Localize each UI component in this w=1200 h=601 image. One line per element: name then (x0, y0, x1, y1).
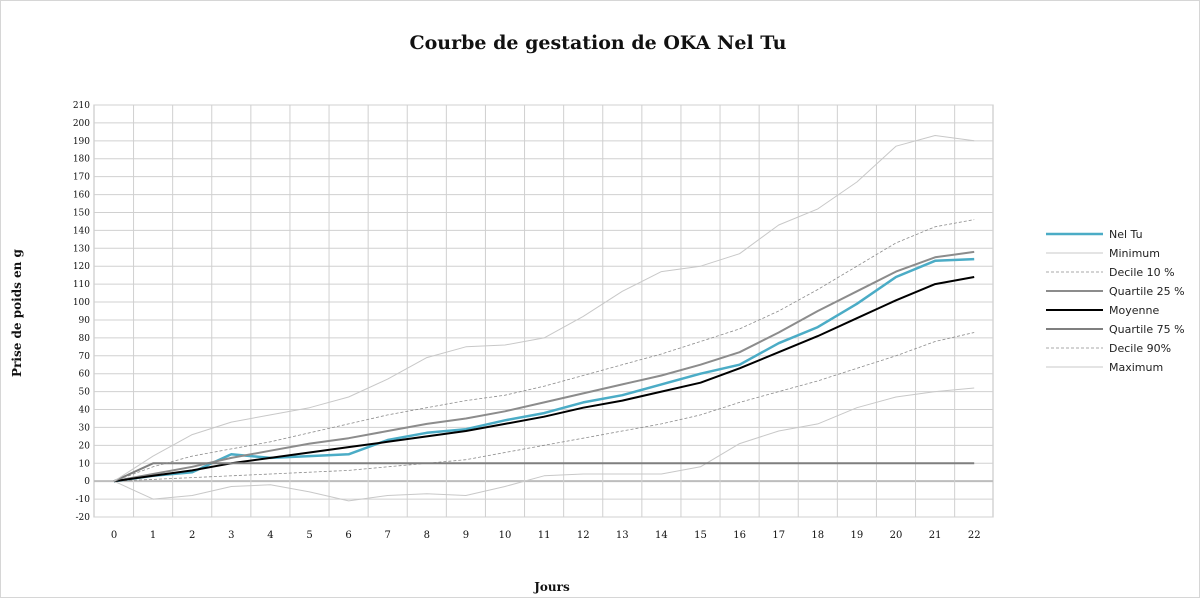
x-tick-label: 3 (228, 530, 234, 541)
y-tick-label: 180 (73, 155, 90, 165)
x-tick-label: 10 (499, 530, 512, 541)
y-tick-label: 190 (73, 137, 90, 147)
y-tick-label: 30 (79, 423, 91, 433)
y-tick-label: 170 (73, 173, 90, 183)
x-tick-label: 4 (267, 530, 273, 541)
legend-label: Moyenne (1109, 304, 1159, 317)
x-tick-label: 19 (851, 530, 864, 541)
y-tick-label: -10 (76, 495, 91, 505)
legend-label: Minimum (1109, 247, 1160, 260)
y-tick-label: 10 (79, 459, 91, 469)
y-tick-label: 160 (73, 191, 90, 201)
legend-label: Maximum (1109, 361, 1163, 374)
y-tick-label: 130 (73, 244, 90, 254)
x-tick-label: 22 (968, 530, 981, 541)
x-tick-label: 15 (694, 530, 707, 541)
y-tick-label: 60 (79, 370, 91, 380)
x-tick-label: 16 (733, 530, 746, 541)
y-tick-label: 120 (73, 262, 90, 272)
y-tick-label: 0 (84, 477, 90, 487)
legend-label: Decile 90% (1109, 342, 1171, 355)
series-line (113, 257, 975, 483)
y-tick-label: 40 (79, 406, 91, 416)
series-line (113, 462, 975, 483)
x-tick-label: 2 (189, 530, 195, 541)
x-tick-label: 5 (306, 530, 312, 541)
x-tick-label: 6 (345, 530, 351, 541)
x-tick-label: 8 (424, 530, 430, 541)
x-tick-label: 7 (385, 530, 391, 541)
x-tick-label: 0 (111, 530, 117, 541)
y-tick-label: 110 (73, 280, 90, 290)
y-tick-label: 70 (79, 352, 91, 362)
x-axis-title: Jours (533, 580, 570, 594)
x-tick-label: 18 (811, 530, 824, 541)
series-line (113, 250, 975, 483)
x-tick-label: 17 (772, 530, 785, 541)
x-tick-label: 9 (463, 530, 469, 541)
y-tick-label: 80 (79, 334, 91, 344)
series-line (113, 387, 975, 502)
y-tick-label: 210 (73, 101, 90, 111)
legend-label: Quartile 25 % (1109, 285, 1185, 298)
x-tick-label: 21 (929, 530, 942, 541)
series-line (113, 135, 975, 482)
series-lines (113, 135, 975, 502)
x-tick-label: 13 (616, 530, 629, 541)
y-tick-label: 50 (79, 388, 91, 398)
x-tick-label: 12 (577, 530, 590, 541)
y-tick-label: 140 (73, 226, 90, 236)
y-axis-title: Prise de poids en g (10, 248, 24, 376)
series-line (113, 332, 975, 482)
legend-label: Decile 10 % (1109, 266, 1175, 279)
x-tick-label: 14 (655, 530, 668, 541)
series-line (113, 276, 975, 483)
chart-title: Courbe de gestation de OKA Nel Tu (410, 32, 787, 54)
y-tick-label: 20 (79, 441, 91, 451)
legend-label: Quartile 75 % (1109, 323, 1185, 336)
y-tick-label: -20 (76, 513, 91, 523)
series-line (113, 219, 975, 482)
tick-labels: -20-100102030405060708090100110120130140… (73, 101, 981, 541)
legend-label: Nel Tu (1109, 228, 1143, 241)
y-tick-label: 90 (79, 316, 91, 326)
x-tick-label: 20 (890, 530, 903, 541)
y-tick-label: 100 (73, 298, 90, 308)
x-tick-label: 1 (150, 530, 156, 541)
y-tick-label: 150 (73, 208, 90, 218)
legend: Nel Tu Minimum Decile 10 % Quartile 25 % Moy… (1046, 228, 1185, 374)
y-tick-label: 200 (73, 119, 90, 129)
x-tick-label: 11 (538, 530, 551, 541)
